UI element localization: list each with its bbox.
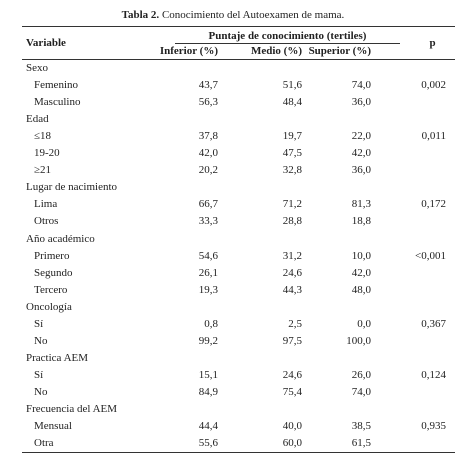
rule [22,452,455,453]
title-text: Conocimiento del Autoexamen de mama. [161,9,345,21]
title-label: Tabla 2. [121,9,160,21]
cell-value: 55,6 [198,437,218,450]
cell-value: 26,1 [198,266,218,279]
cell-value: 18,8 [351,215,371,228]
group-label: Edad [26,113,49,126]
header-group: Puntaje de conocimiento (tertiles) [208,30,367,42]
cell-value: 24,6 [282,266,302,279]
cell-value: 99,2 [198,334,218,347]
row-label: Masculino [34,96,81,109]
row-label: Sí [34,368,44,381]
cell-value: 0,0 [357,317,371,330]
cell-value: 44,4 [198,420,218,433]
cell-value: 32,8 [282,164,302,177]
cell-value: 37,8 [198,130,218,143]
cell-value: 36,0 [351,164,371,177]
cell-value: 19,3 [198,283,218,296]
cell-value: 42,0 [351,147,371,160]
row-label: No [34,385,48,398]
row-label: Femenino [34,79,78,92]
cell-value: 47,5 [282,147,302,160]
p-value: 0,002 [421,79,446,92]
column-header: Superior (%) [308,45,371,57]
cell-value: 0,8 [204,317,218,330]
cell-value: 61,5 [351,437,371,450]
cell-value: 31,2 [282,249,302,262]
cell-value: 40,0 [282,420,302,433]
group-label: Practica AEM [26,351,89,364]
cell-value: 81,3 [351,198,371,211]
cell-value: 10,0 [351,249,371,262]
cell-value: 48,0 [351,283,371,296]
cell-value: 48,4 [282,96,302,109]
cell-value: 66,7 [198,198,218,211]
cell-value: 15,1 [198,368,218,381]
cell-value: 42,0 [351,266,371,279]
p-value: 0,172 [421,198,446,211]
row-label: ≤18 [34,130,52,143]
cell-value: 38,5 [351,420,371,433]
cell-value: 43,7 [198,79,218,92]
group-label: Lugar de nacimiento [26,181,118,194]
row-label: ≥21 [34,164,52,177]
row-label: Lima [34,198,58,211]
group-label: Oncología [26,300,72,313]
cell-value: 97,5 [282,334,302,347]
header-variable: Variable [26,37,66,49]
cell-value: 28,8 [282,215,302,228]
cell-value: 36,0 [351,96,371,109]
cell-value: 26,0 [351,368,371,381]
cell-value: 56,3 [198,96,218,109]
cell-value: 44,3 [282,283,302,296]
p-value: <0,001 [415,249,446,262]
row-label: Mensual [34,420,72,433]
row-label: Otros [34,215,59,228]
column-header: Medio (%) [250,45,302,57]
cell-value: 2,5 [288,317,302,330]
row-label: Sí [34,317,44,330]
row-label: Segundo [34,266,73,279]
cell-value: 54,6 [198,249,218,262]
cell-value: 20,2 [198,164,218,177]
cell-value: 75,4 [282,385,302,398]
cell-value: 24,6 [282,368,302,381]
cell-value: 74,0 [351,385,371,398]
rule [22,26,455,27]
cell-value: 22,0 [351,130,371,143]
cell-value: 74,0 [351,79,371,92]
p-value: 0,367 [421,317,446,330]
row-label: Tercero [34,283,68,296]
cell-value: 71,2 [282,198,302,211]
group-label: Año académico [26,232,95,245]
row-label: No [34,334,48,347]
cell-value: 51,6 [282,79,302,92]
cell-value: 33,3 [198,215,218,228]
p-value: 0,011 [421,130,446,143]
cell-value: 42,0 [198,147,218,160]
cell-value: 19,7 [282,130,302,143]
cell-value: 84,9 [198,385,218,398]
group-label: Frecuencia del AEM [26,403,118,415]
table-title: Tabla 2. Conocimiento del Autoexamen de … [0,8,466,22]
p-value: 0,124 [421,368,446,381]
cell-value: 100,0 [346,334,371,347]
group-label: Sexo [26,62,48,74]
rule [22,59,455,60]
row-label: Primero [34,249,70,262]
p-value: 0,935 [421,420,446,433]
rule [175,43,400,44]
column-header: Inferior (%) [159,45,218,57]
row-label: 19-20 [34,147,60,160]
cell-value: 60,0 [282,437,302,450]
header-p: p [429,37,436,49]
row-label: Otra [34,437,54,450]
